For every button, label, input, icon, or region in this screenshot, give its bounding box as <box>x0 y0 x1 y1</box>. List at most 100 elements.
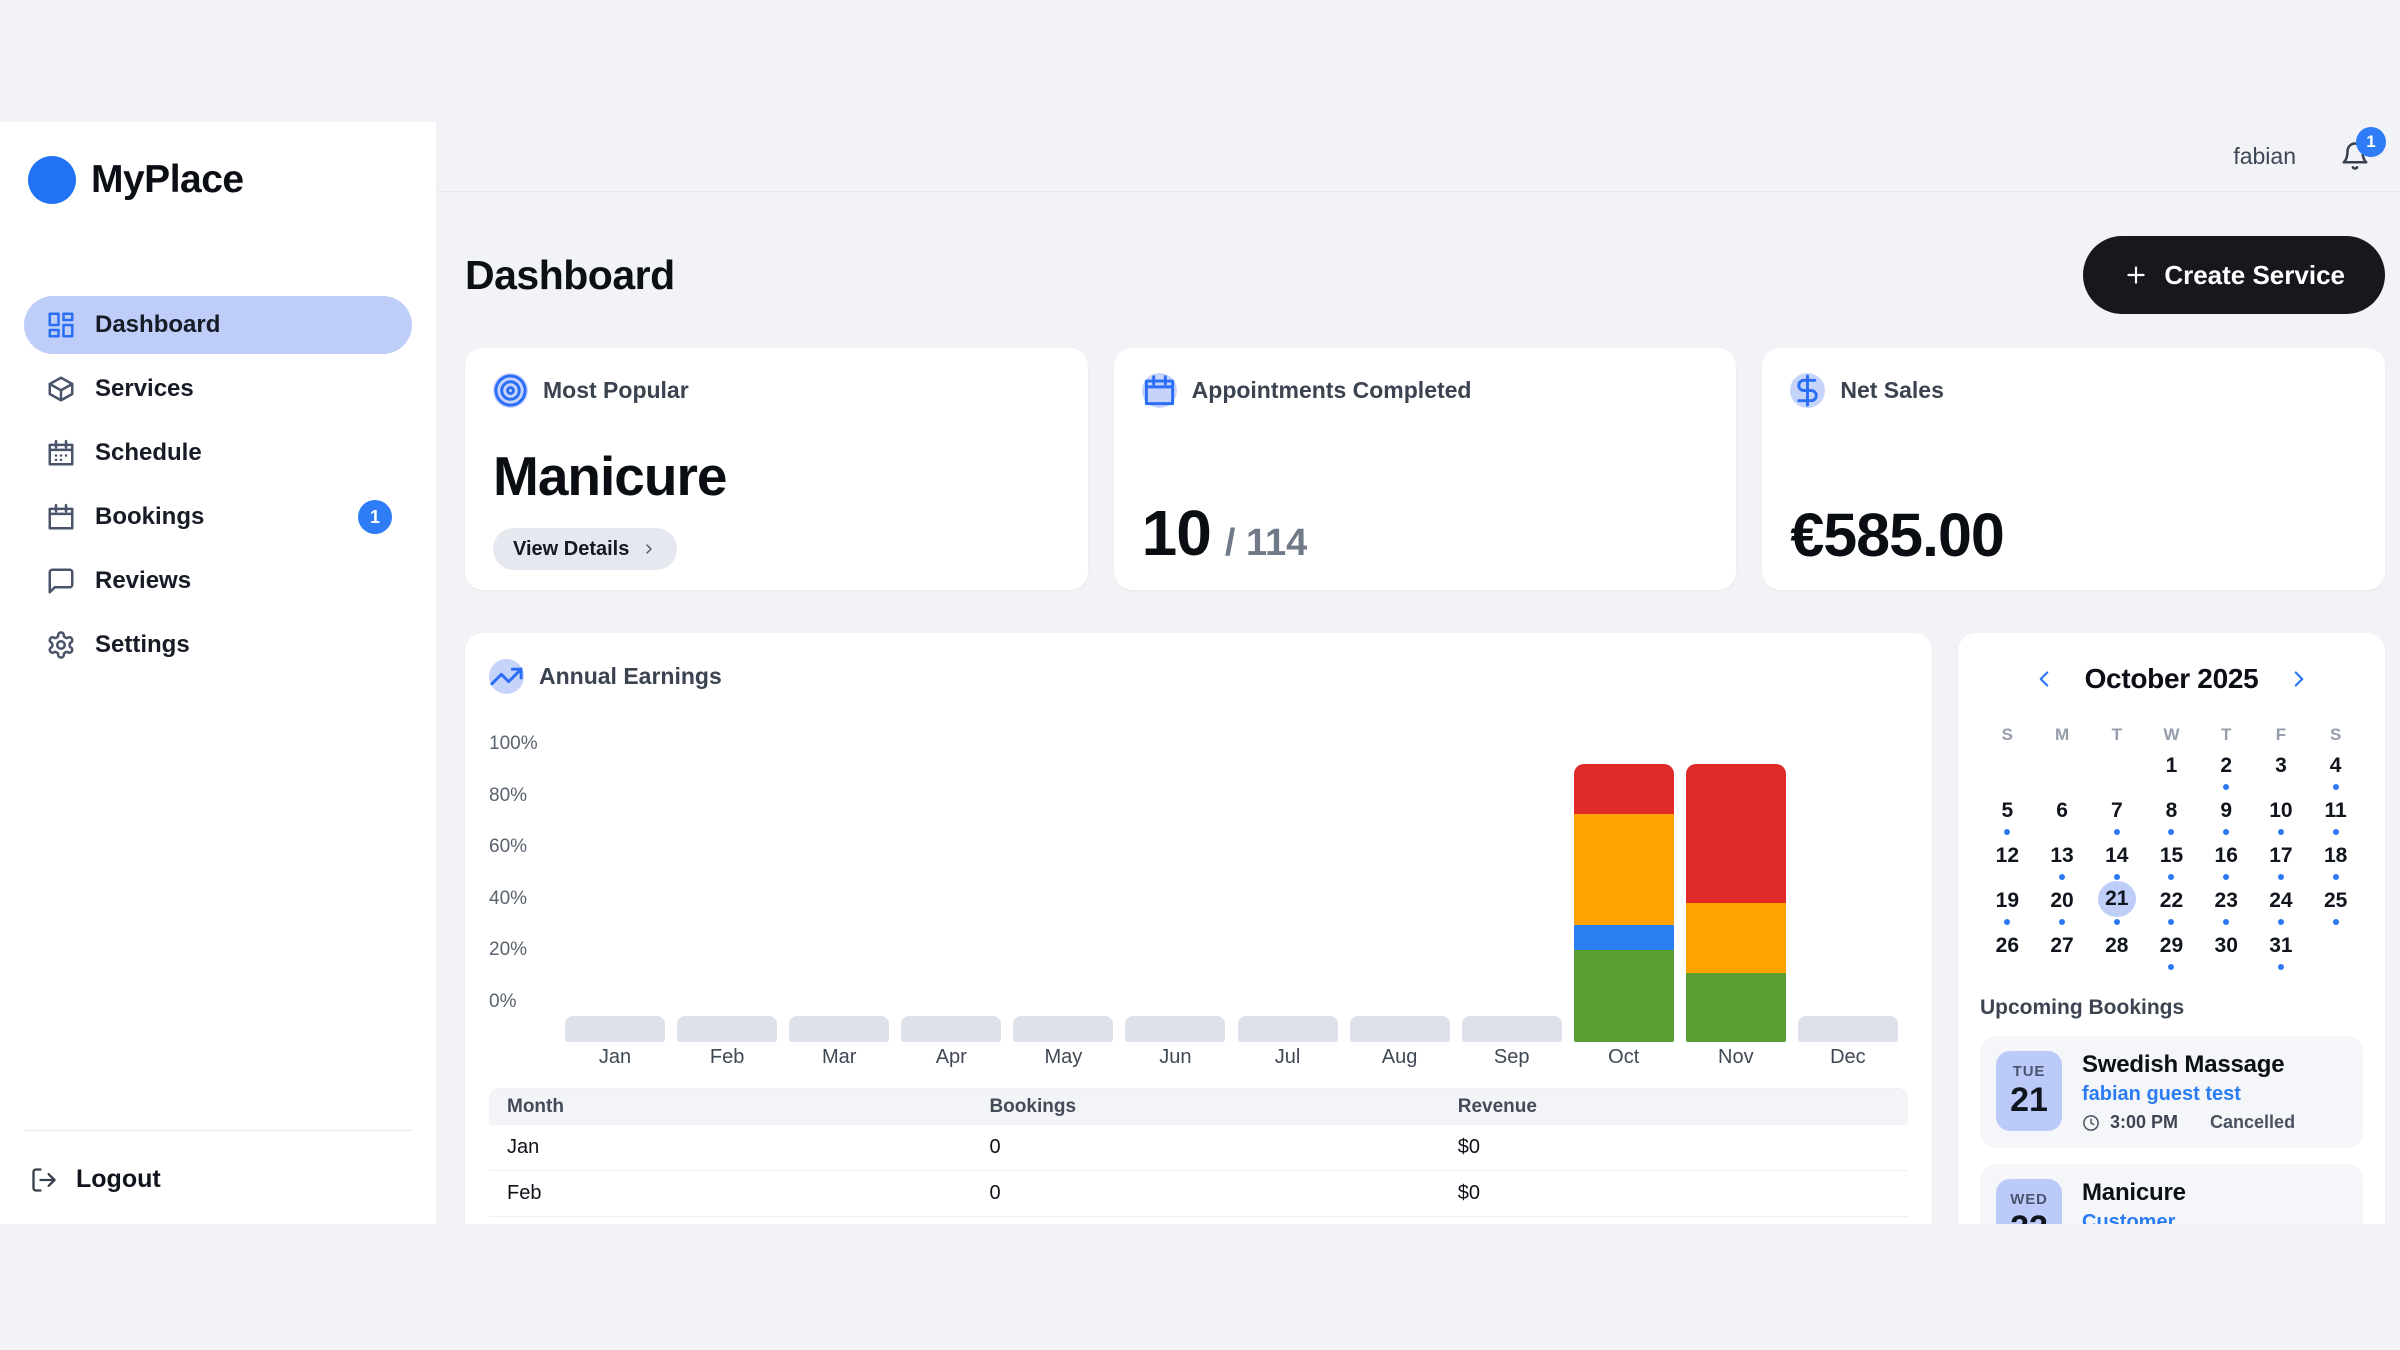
sidebar-item-label: Services <box>95 375 194 402</box>
create-service-label: Create Service <box>2164 259 2345 290</box>
calendar-day-8[interactable]: 8 <box>2144 790 2199 835</box>
calendar-day-number: 20 <box>2050 889 2074 912</box>
stats-row: Most Popular Manicure View Details Appoi… <box>465 348 2385 590</box>
logout-icon <box>30 1166 58 1194</box>
calendar-day-14[interactable]: 14 <box>2089 835 2144 880</box>
calendar-day-number: 30 <box>2214 934 2238 957</box>
clock-icon <box>2082 1114 2100 1132</box>
brand-logo: MyPlace <box>24 156 412 204</box>
empty-bar-placeholder <box>1237 1016 1338 1042</box>
calendar-day-16[interactable]: 16 <box>2199 835 2254 880</box>
chevron-right-icon <box>641 541 657 557</box>
empty-bar-placeholder <box>1461 1016 1562 1042</box>
weekday-label: S <box>2001 725 2014 744</box>
annual-earnings-chart: 100% 80% 60% 40% 20% 0% Jan Feb Mar Apr May Jun Jul… <box>489 733 1908 1068</box>
notification-bell[interactable]: 1 <box>2340 126 2386 173</box>
sidebar-item-schedule[interactable]: Schedule <box>24 424 412 482</box>
booking-item[interactable]: TUE 21 Swedish Massage fabian guest test… <box>1980 1036 2363 1148</box>
calendar-prev-button[interactable] <box>2031 666 2057 692</box>
logout-button[interactable]: Logout <box>30 1165 408 1194</box>
table-cell: 0 <box>971 1217 1439 1224</box>
calendar-day-22[interactable]: 22 <box>2144 880 2199 925</box>
calendar-day-1[interactable]: 1 <box>2144 745 2199 790</box>
calendar-day-29[interactable]: 29 <box>2144 925 2199 970</box>
calendar-day-11[interactable]: 11 <box>2308 790 2363 835</box>
calendar-day-23[interactable]: 23 <box>2199 880 2254 925</box>
booking-dot <box>2168 919 2175 925</box>
chart-bar-aug <box>1344 734 1456 1042</box>
sidebar-footer: Logout <box>24 1130 412 1202</box>
x-axis-label: Jan <box>598 1046 632 1068</box>
calendar-day-6[interactable]: 6 <box>2035 790 2090 835</box>
upcoming-bookings-list: TUE 21 Swedish Massage fabian guest test… <box>1980 1036 2363 1224</box>
sidebar-item-reviews[interactable]: Reviews <box>24 552 412 610</box>
view-details-button[interactable]: View Details <box>493 528 678 570</box>
booking-customer-link[interactable]: fabian guest test <box>2082 1083 2241 1105</box>
calendar-day-9[interactable]: 9 <box>2199 790 2254 835</box>
calendar-day-7[interactable]: 7 <box>2089 790 2144 835</box>
notification-badge: 1 <box>2356 126 2386 157</box>
calendar-day-2[interactable]: 2 <box>2199 745 2254 790</box>
stat-card-header: Net Sales <box>1790 373 2357 408</box>
calendar-title: October 2025 <box>2084 663 2259 694</box>
x-axis-label: May <box>1044 1046 1083 1068</box>
booking-dot <box>2277 919 2284 925</box>
calendar-day-number: 26 <box>1995 934 2020 957</box>
booking-dot <box>2277 874 2284 880</box>
booking-dot <box>2168 874 2175 880</box>
calendar-day-26[interactable]: 26 <box>1980 925 2035 970</box>
booking-day-number: 21 <box>2010 1080 2048 1119</box>
segment-red <box>1573 764 1674 815</box>
calendar-day-number <box>2044 750 2080 782</box>
calendar-day-10[interactable]: 10 <box>2254 790 2309 835</box>
empty-bar-placeholder <box>1013 1016 1114 1042</box>
sidebar-item-settings[interactable]: Settings <box>24 616 412 674</box>
calendar-day-17[interactable]: 17 <box>2254 835 2309 880</box>
chart-bar-jun <box>1119 734 1231 1042</box>
calendar-day-number: 16 <box>2214 844 2238 867</box>
calendar-day-27[interactable]: 27 <box>2035 925 2090 970</box>
calendar-day-25[interactable]: 25 <box>2308 880 2363 925</box>
sidebar: MyPlace Dashboard Services Schedule Book… <box>0 122 437 1224</box>
table-cell: Mar <box>489 1217 971 1224</box>
calendar-day-13[interactable]: 13 <box>2035 835 2090 880</box>
calendar-day-30[interactable]: 30 <box>2199 925 2254 970</box>
calendar-day-3[interactable]: 3 <box>2254 745 2309 790</box>
sidebar-item-label: Reviews <box>95 567 192 594</box>
calendar-next-button[interactable] <box>2286 666 2312 692</box>
calendar-day-number: 22 <box>2159 889 2184 912</box>
calendar-day-31[interactable]: 31 <box>2254 925 2309 970</box>
booking-date-badge: TUE 21 <box>1996 1051 2062 1131</box>
page-title: Dashboard <box>465 251 675 298</box>
booking-dot <box>2004 919 2011 925</box>
booking-customer-link[interactable]: Customer <box>2082 1211 2176 1224</box>
calendar-day-number: 25 <box>2323 889 2348 912</box>
logout-label: Logout <box>76 1165 161 1193</box>
calendar-day-19[interactable]: 19 <box>1980 880 2035 925</box>
calendar-day-12[interactable]: 12 <box>1980 835 2035 880</box>
booking-dot <box>2168 829 2175 835</box>
booking-dot <box>2332 784 2339 790</box>
username[interactable]: fabian <box>2233 143 2296 169</box>
calendar-day-18[interactable]: 18 <box>2308 835 2363 880</box>
calendar-day-21[interactable]: 21 <box>2089 880 2144 925</box>
sidebar-item-bookings[interactable]: Bookings 1 <box>24 488 412 546</box>
calendar-day-15[interactable]: 15 <box>2144 835 2199 880</box>
calendar-day-4[interactable]: 4 <box>2308 745 2363 790</box>
net-sales-value: €585.00 <box>1790 501 2004 569</box>
plus-icon <box>2123 262 2149 288</box>
calendar-day-5[interactable]: 5 <box>1980 790 2035 835</box>
booking-item[interactable]: WED 22 Manicure Customer 2:00 AM Pending <box>1980 1164 2363 1224</box>
create-service-button[interactable]: Create Service <box>2083 236 2385 314</box>
chart-header: Annual Earnings <box>489 659 1908 694</box>
y-axis-tick: 80% <box>489 784 528 806</box>
calendar-day-28[interactable]: 28 <box>2089 925 2144 970</box>
stat-label: Net Sales <box>1840 377 1944 403</box>
calendar-day-24[interactable]: 24 <box>2254 880 2309 925</box>
sidebar-item-dashboard[interactable]: Dashboard <box>24 296 412 354</box>
calendar-day-number: 17 <box>2269 844 2293 867</box>
calendar-day-20[interactable]: 20 <box>2035 880 2090 925</box>
sidebar-item-services[interactable]: Services <box>24 360 412 418</box>
package-icon <box>46 374 76 404</box>
x-axis-label: Dec <box>1830 1046 1866 1068</box>
